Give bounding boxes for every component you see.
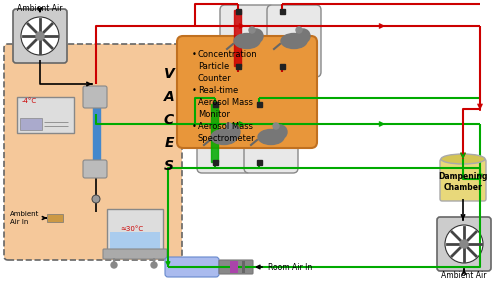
Text: V: V [164, 67, 174, 81]
Circle shape [249, 29, 263, 43]
Circle shape [92, 195, 100, 203]
Bar [212, 101, 218, 106]
FancyBboxPatch shape [440, 159, 486, 201]
FancyBboxPatch shape [107, 209, 163, 251]
Text: •: • [192, 50, 197, 59]
Text: E: E [164, 136, 174, 150]
Text: •: • [192, 122, 197, 131]
Text: Aerosol Mass: Aerosol Mass [198, 98, 253, 107]
FancyBboxPatch shape [197, 101, 251, 173]
Text: A: A [164, 90, 174, 104]
Text: Ambient Air: Ambient Air [441, 270, 486, 280]
FancyBboxPatch shape [4, 44, 182, 260]
FancyBboxPatch shape [437, 217, 491, 271]
Ellipse shape [441, 154, 485, 164]
Circle shape [445, 225, 483, 263]
Text: Aerosol Mass: Aerosol Mass [198, 122, 253, 131]
Text: Ambient
Air In: Ambient Air In [10, 211, 40, 225]
FancyBboxPatch shape [83, 160, 107, 178]
FancyBboxPatch shape [17, 97, 74, 133]
Circle shape [296, 29, 310, 43]
Circle shape [226, 125, 240, 139]
Circle shape [151, 262, 157, 268]
Text: Ambient Air: Ambient Air [18, 4, 63, 13]
Text: Spectrometer: Spectrometer [198, 134, 256, 143]
Circle shape [226, 123, 232, 129]
Bar [256, 160, 262, 165]
FancyBboxPatch shape [219, 260, 253, 274]
Bar [256, 101, 262, 106]
Text: -4°C: -4°C [22, 98, 37, 104]
Text: Monitor: Monitor [198, 110, 230, 119]
Circle shape [21, 17, 59, 55]
Text: ≈30°C: ≈30°C [120, 226, 143, 232]
Bar [242, 261, 245, 273]
Text: C: C [164, 113, 174, 127]
Circle shape [249, 27, 255, 33]
Text: S: S [164, 159, 174, 173]
Circle shape [111, 262, 117, 268]
FancyBboxPatch shape [13, 9, 67, 63]
Bar [110, 232, 160, 250]
Text: •: • [192, 86, 197, 95]
Bar [236, 9, 240, 14]
Bar [211, 104, 218, 162]
Bar [236, 64, 240, 69]
Text: Counter: Counter [198, 74, 232, 83]
Bar [230, 261, 238, 273]
Ellipse shape [211, 129, 237, 144]
Circle shape [273, 125, 287, 139]
FancyBboxPatch shape [220, 5, 274, 77]
Bar [47, 214, 63, 222]
Circle shape [36, 32, 44, 40]
Text: Room Air In: Room Air In [268, 263, 312, 271]
FancyBboxPatch shape [165, 257, 219, 277]
Text: Particle: Particle [198, 62, 229, 71]
FancyBboxPatch shape [177, 36, 317, 148]
Bar [280, 64, 284, 69]
Text: Real-time: Real-time [198, 86, 238, 95]
Bar [20, 118, 42, 130]
Bar [234, 10, 241, 66]
Circle shape [296, 27, 302, 33]
FancyBboxPatch shape [244, 101, 298, 173]
Text: Dampening
Chamber: Dampening Chamber [438, 172, 488, 192]
FancyBboxPatch shape [83, 86, 107, 108]
Ellipse shape [234, 34, 260, 49]
Ellipse shape [258, 129, 284, 144]
Text: Concentration: Concentration [198, 50, 258, 59]
Bar [93, 104, 100, 166]
Circle shape [460, 240, 468, 248]
Bar [212, 160, 218, 165]
Ellipse shape [281, 34, 307, 49]
FancyBboxPatch shape [267, 5, 321, 77]
FancyBboxPatch shape [103, 249, 167, 259]
Bar [280, 9, 284, 14]
Circle shape [273, 123, 279, 129]
